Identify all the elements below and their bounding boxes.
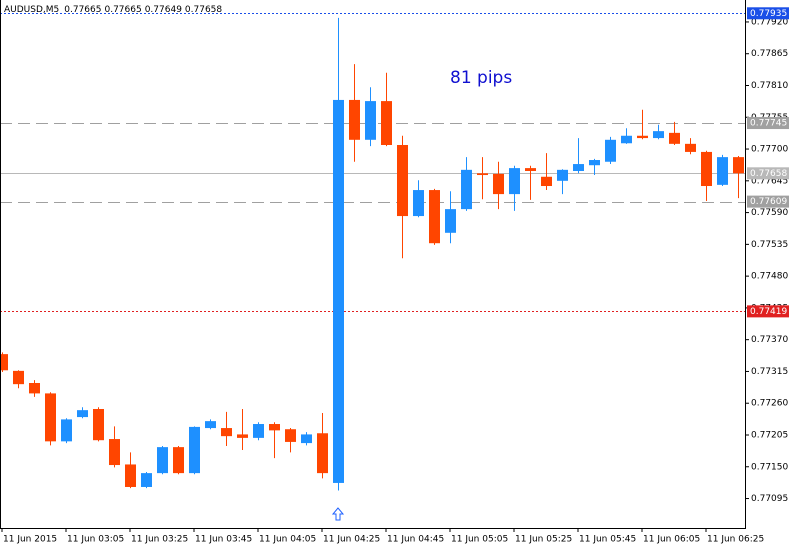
y-tick-label: 0.77865 [751, 49, 788, 59]
candle-body [301, 434, 312, 444]
candle-body [541, 176, 552, 187]
price-label-bg [747, 167, 789, 180]
candle-body [477, 173, 488, 176]
candle-body [0, 354, 8, 371]
candle-body [77, 410, 88, 418]
x-tick-label: 11 Jun 05:05 [451, 535, 508, 545]
x-tick-label: 11 Jun 05:45 [579, 535, 636, 545]
candle-body [93, 408, 104, 441]
y-tick-label: 0.77260 [751, 399, 788, 409]
candle-body [605, 139, 616, 162]
candle-body [621, 135, 632, 144]
y-tick-label: 0.77480 [751, 272, 788, 282]
x-tick-label: 11 Jun 04:05 [259, 535, 316, 545]
candle-body [141, 473, 152, 487]
x-tick-label: 11 Jun 03:25 [131, 535, 188, 545]
candle-body [365, 101, 376, 140]
price-label-bg [747, 195, 789, 208]
x-tick-label: 11 Jun 03:05 [67, 535, 124, 545]
candle-body [509, 168, 520, 195]
candle-body [317, 433, 328, 474]
y-tick-label: 0.77205 [751, 430, 788, 440]
x-tick-label: 11 Jun 06:25 [707, 535, 764, 545]
header-value: 0.77649 [145, 5, 182, 15]
candle-body [589, 160, 600, 166]
candle-body [525, 168, 536, 171]
candle-body [125, 464, 136, 487]
candle-body [733, 157, 744, 174]
y-tick-label: 0.77810 [751, 81, 788, 91]
header-value: 0.77665 [104, 5, 141, 15]
candle-body [13, 370, 24, 385]
candle-body [637, 135, 648, 139]
candle-body [333, 99, 344, 483]
candle-body [701, 151, 712, 187]
price-label: 0.77935 [750, 9, 787, 19]
x-tick-label: 11 Jun 05:25 [515, 535, 572, 545]
candle-body [349, 99, 360, 140]
y-tick-label: 0.77315 [751, 367, 788, 377]
candle-body [381, 101, 392, 145]
y-tick-label: 0.77370 [751, 335, 788, 345]
candle-body [669, 132, 680, 144]
y-tick-label: 0.77535 [751, 240, 788, 250]
price-label: 0.77419 [750, 307, 787, 317]
y-tick-label: 0.77645 [751, 176, 788, 186]
y-tick-label: 0.77150 [751, 462, 788, 472]
candle-body [173, 447, 184, 474]
candle-body [45, 393, 56, 442]
annotation: 81 pips [450, 68, 512, 88]
candle-body [685, 143, 696, 152]
candle-body [557, 169, 568, 181]
price-label-bg [747, 7, 789, 20]
candle-body [157, 447, 168, 474]
symbol: AUDUSD,M5 [4, 5, 59, 15]
candle-body [221, 428, 232, 437]
price-label: 0.77745 [750, 119, 787, 129]
chart-header: AUDUSD,M5 0.77665 0.77665 0.77649 0.77658 [4, 5, 222, 15]
candle-body [189, 426, 200, 474]
x-tick-label: 11 Jun 03:45 [195, 535, 252, 545]
plot-area [0, 13, 745, 491]
candle-body [653, 131, 664, 139]
x-tick-label: 11 Jun 04:25 [323, 535, 380, 545]
candle-body [429, 190, 440, 244]
buy-arrow [331, 507, 345, 521]
y-tick-label: 0.77590 [751, 208, 788, 218]
candle-body [285, 429, 296, 442]
x-tick-label: 11 Jun 2015 [3, 535, 57, 545]
price-label-bg [747, 117, 789, 130]
candle-body [573, 164, 584, 171]
x-tick-label: 11 Jun 04:45 [387, 535, 444, 545]
candle-body [61, 419, 72, 442]
candle-body [109, 439, 120, 466]
candle-body [205, 421, 216, 429]
price-label: 0.77658 [750, 169, 787, 179]
candle-body [269, 424, 280, 431]
candle-body [397, 144, 408, 217]
candle-body [461, 169, 472, 210]
y-tick-label: 0.77095 [751, 494, 788, 504]
price-label: 0.77609 [750, 197, 787, 207]
candle-body [445, 209, 456, 233]
candle-body [29, 383, 40, 394]
candle-body [253, 424, 264, 438]
x-tick-label: 11 Jun 06:05 [643, 535, 700, 545]
price-label-bg [747, 305, 789, 318]
candle-body [717, 157, 728, 185]
header-value: 0.77665 [64, 5, 101, 15]
y-tick-label: 0.77700 [751, 145, 788, 155]
candle-body [413, 190, 424, 217]
header-value: 0.77658 [185, 5, 222, 15]
y-tick-label: 0.77920 [751, 17, 788, 27]
candle-body [237, 434, 248, 438]
candle-body [493, 173, 504, 195]
